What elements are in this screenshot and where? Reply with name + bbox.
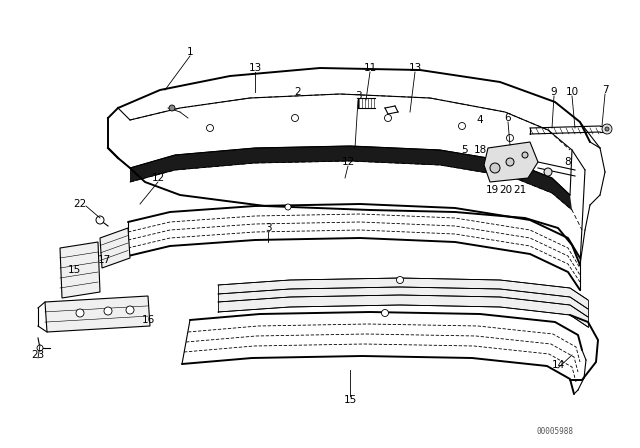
Text: 9: 9 [550, 87, 557, 97]
Circle shape [76, 309, 84, 317]
Text: 6: 6 [505, 113, 511, 123]
Circle shape [104, 307, 112, 315]
Text: 13: 13 [248, 63, 262, 73]
Text: 18: 18 [474, 145, 486, 155]
Text: 11: 11 [364, 63, 376, 73]
Text: 19: 19 [485, 185, 499, 195]
Circle shape [522, 152, 528, 158]
Circle shape [207, 125, 214, 132]
Text: 15: 15 [344, 395, 356, 405]
Text: 15: 15 [67, 265, 81, 275]
Text: 13: 13 [408, 63, 422, 73]
Text: 2: 2 [294, 87, 301, 97]
Polygon shape [218, 278, 588, 327]
Text: 20: 20 [499, 185, 513, 195]
Circle shape [605, 127, 609, 131]
Circle shape [169, 105, 175, 111]
Text: 23: 23 [31, 350, 45, 360]
Text: 00005988: 00005988 [536, 427, 573, 436]
Circle shape [602, 124, 612, 134]
Text: 17: 17 [97, 255, 111, 265]
Text: 12: 12 [152, 173, 164, 183]
Text: 12: 12 [341, 157, 355, 167]
Text: 14: 14 [552, 360, 564, 370]
Text: 22: 22 [74, 199, 86, 209]
Circle shape [506, 158, 514, 166]
Polygon shape [45, 296, 150, 332]
Circle shape [96, 216, 104, 224]
Circle shape [37, 345, 43, 351]
Text: 7: 7 [602, 85, 608, 95]
Text: 1: 1 [187, 47, 193, 57]
Polygon shape [100, 228, 130, 268]
Text: 3: 3 [265, 223, 271, 233]
Circle shape [291, 115, 298, 121]
Circle shape [544, 168, 552, 176]
Text: 10: 10 [565, 87, 579, 97]
Text: 16: 16 [141, 315, 155, 325]
Text: 4: 4 [477, 115, 483, 125]
Polygon shape [60, 242, 100, 298]
Circle shape [381, 310, 388, 316]
Circle shape [490, 163, 500, 173]
Circle shape [458, 122, 465, 129]
Text: 8: 8 [564, 157, 572, 167]
Polygon shape [130, 146, 572, 210]
Circle shape [385, 115, 392, 121]
Text: 5: 5 [461, 145, 468, 155]
Circle shape [506, 134, 513, 142]
Polygon shape [484, 142, 538, 182]
Circle shape [285, 204, 291, 210]
Circle shape [397, 276, 403, 284]
Circle shape [126, 306, 134, 314]
Text: 21: 21 [513, 185, 527, 195]
Text: 3: 3 [355, 91, 362, 101]
